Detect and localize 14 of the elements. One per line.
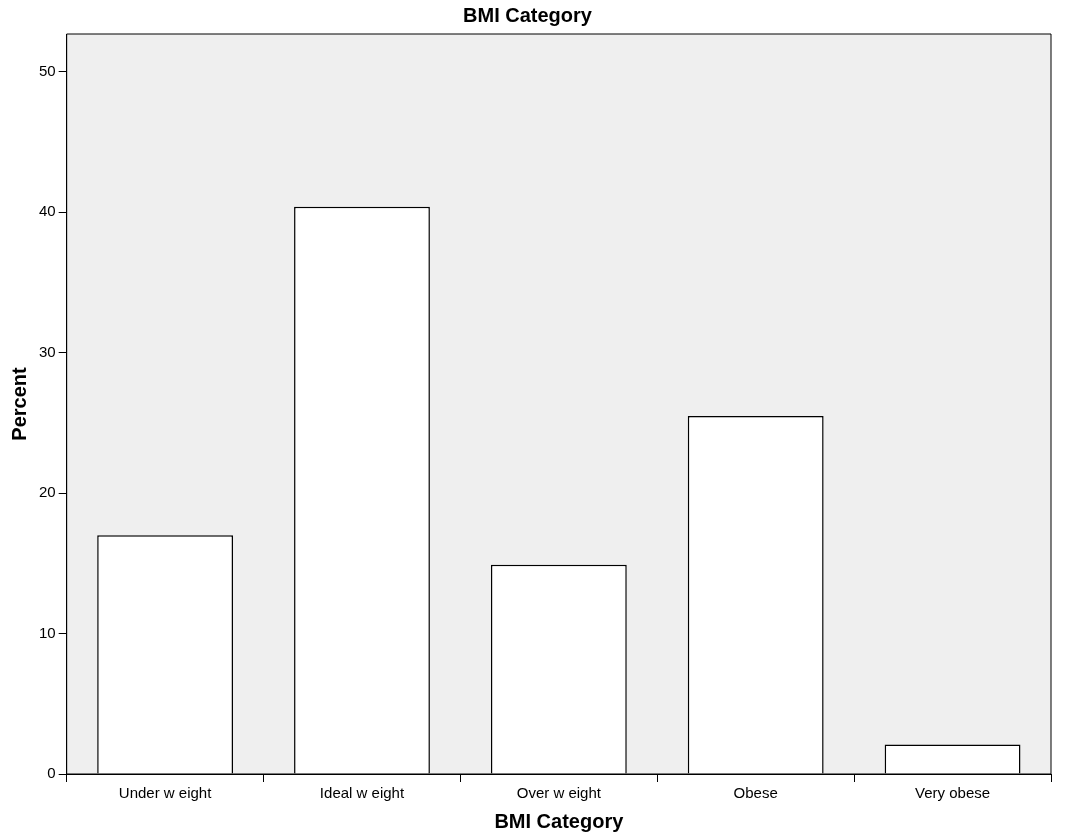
x-tick-label: Under w eight [118,784,213,802]
y-tick-label: 40 [39,202,56,220]
y-tick-label: 0 [47,764,56,782]
y-axis-title: Percent [7,366,30,441]
y-tick-label: 50 [39,62,56,80]
x-axis-title: BMI Category [494,809,625,832]
x-tick-label: Over w eight [516,784,602,802]
y-tick-label: 20 [39,483,56,501]
x-tick-label: Ideal w eight [319,784,405,802]
x-tick-label: Obese [733,784,778,802]
x-tick-label: Very obese [915,784,991,802]
chart-title: BMI Category [463,3,593,26]
y-tick-label: 30 [39,342,56,360]
y-tick-label: 10 [39,623,56,641]
